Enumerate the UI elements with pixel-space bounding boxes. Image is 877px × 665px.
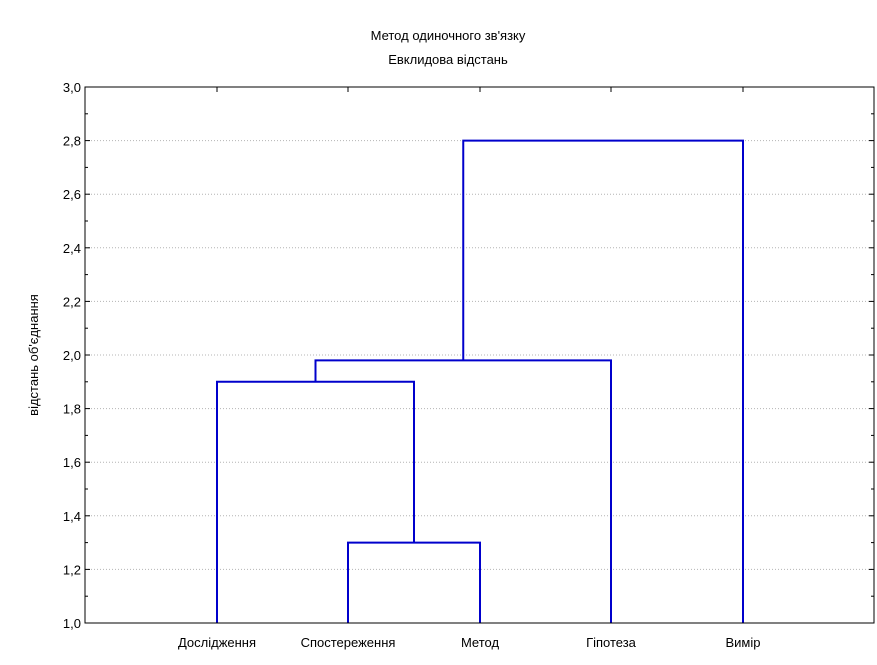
chart-subtitle: Евклидова відстань	[388, 52, 508, 67]
y-axis-label: відстань об'єднання	[26, 294, 41, 416]
chart-title: Метод одиночного зв'язку	[371, 28, 526, 43]
y-tick-label: 1,0	[63, 616, 81, 631]
y-tick-label: 2,4	[63, 241, 81, 256]
y-axis-ticks: 1,0 1,2 1,4 1,6 1,8 2,0 2,2 2,4 2,6 2,8 3,0	[63, 80, 874, 631]
leaf-label: Спостереження	[301, 635, 396, 650]
y-tick-label: 2,6	[63, 187, 81, 202]
y-tick-label: 2,2	[63, 294, 81, 309]
y-tick-label: 3,0	[63, 80, 81, 95]
dendrogram-link-1	[347, 541, 481, 623]
dendrogram-link-4	[462, 139, 744, 623]
plot-area-frame	[84, 86, 875, 624]
dendrogram-links	[216, 139, 744, 623]
leaf-labels: Дослідження Спостереження Метод Гіпотеза Вим…	[178, 635, 761, 650]
leaf-label: Дослідження	[178, 635, 256, 650]
y-tick-label: 1,2	[63, 562, 81, 577]
y-tick-label: 1,8	[63, 402, 81, 417]
y-tick-label: 2,8	[63, 134, 81, 149]
y-tick-label: 2,0	[63, 348, 81, 363]
dendrogram-link-3	[314, 359, 612, 623]
leaf-label: Гіпотеза	[586, 635, 637, 650]
dendrogram-link-2	[216, 380, 415, 623]
grid-lines	[85, 140, 874, 570]
leaf-label: Метод	[461, 635, 500, 650]
y-tick-label: 1,6	[63, 455, 81, 470]
y-tick-label: 1,4	[63, 509, 81, 524]
leaf-label: Вимір	[726, 635, 761, 650]
